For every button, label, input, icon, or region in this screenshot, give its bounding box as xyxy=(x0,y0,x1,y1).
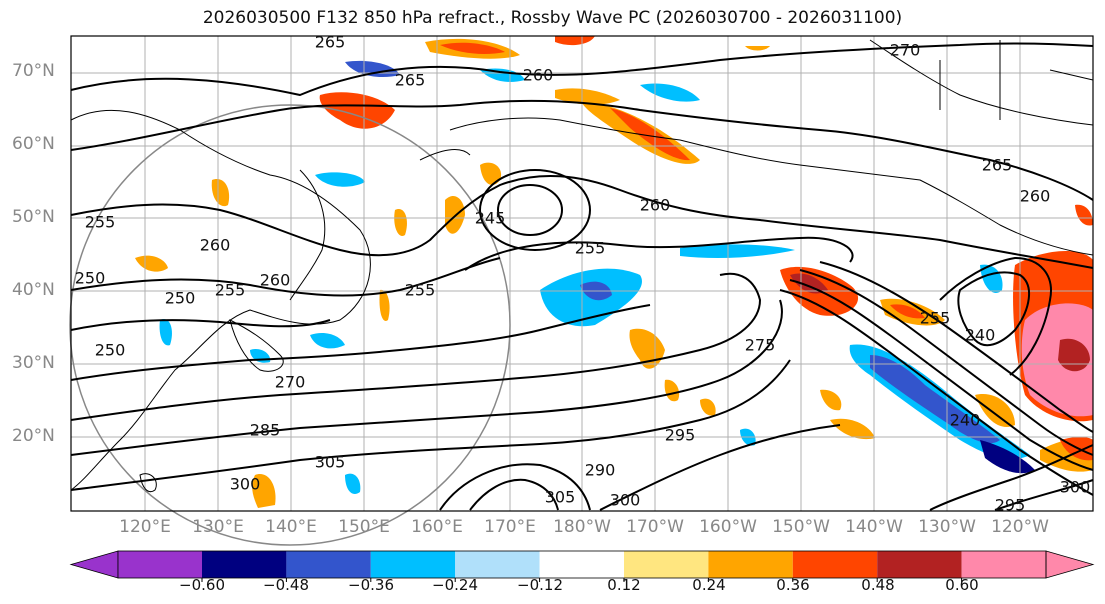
lat-label-30n: 30°N xyxy=(12,353,55,373)
contour-value-label: 240 xyxy=(949,410,981,430)
lon-label-120e: 120°E xyxy=(119,517,171,537)
contour-value-label: 255 xyxy=(214,280,246,300)
contour-value-label: 270 xyxy=(889,40,921,60)
colorbar-segment xyxy=(708,551,793,578)
contour-value-label: 300 xyxy=(1059,477,1091,497)
contour-value-label: 255 xyxy=(574,238,606,258)
colorbar-label: 0.12 xyxy=(607,576,641,594)
colorbar-label: 0.24 xyxy=(692,576,726,594)
contour-value-label: 255 xyxy=(404,280,436,300)
lon-label-140e: 140°E xyxy=(265,517,317,537)
contour-value-label: 260 xyxy=(522,65,554,85)
lon-label-150e: 150°E xyxy=(338,517,390,537)
colorbar-segment xyxy=(539,551,624,578)
colorbar-label: −0.24 xyxy=(432,576,478,594)
contour-value-label: 260 xyxy=(259,270,291,290)
lon-label-180w: 180°W xyxy=(553,517,611,537)
contour-value-label: 245 xyxy=(474,208,506,228)
colorbar-extend-low xyxy=(69,550,119,579)
colorbar-label: −0.12 xyxy=(517,576,563,594)
colorbar-label: 0.36 xyxy=(776,576,810,594)
colorbar-segment xyxy=(202,551,287,578)
contour-value-label: 250 xyxy=(94,340,126,360)
contour-value-label: 250 xyxy=(164,288,196,308)
contour-value-label: 270 xyxy=(274,372,306,392)
coastlines xyxy=(70,39,1094,493)
lon-label-160w: 160°W xyxy=(699,517,757,537)
lon-label-120w: 120°W xyxy=(991,517,1049,537)
lon-label-130w: 130°W xyxy=(918,517,976,537)
colorbar-segment xyxy=(624,551,709,578)
lon-label-170e: 170°E xyxy=(484,517,536,537)
lat-label-50n: 50°N xyxy=(12,207,55,227)
colorbar-segment xyxy=(792,551,878,578)
map-title: 2026030500 F132 850 hPa refract., Rossby… xyxy=(202,8,903,28)
lat-label-60n: 60°N xyxy=(12,134,55,154)
contour-value-label: 300 xyxy=(229,474,261,494)
lon-label-170w: 170°W xyxy=(626,517,684,537)
anomaly-shading xyxy=(135,36,1093,508)
lon-label-140w: 140°W xyxy=(845,517,903,537)
lon-label-130e: 130°E xyxy=(192,517,244,537)
colorbar-extend-high xyxy=(1045,550,1095,579)
colorbar-label: 0.60 xyxy=(945,576,979,594)
map-frame xyxy=(70,35,1094,512)
colorbar xyxy=(69,550,1095,582)
colorbar-label: 0.48 xyxy=(861,576,895,594)
contour-value-label: 260 xyxy=(1019,186,1051,206)
contour-value-label: 305 xyxy=(544,487,576,507)
contour-value-label: 260 xyxy=(199,235,231,255)
colorbar-segment xyxy=(961,551,1046,578)
contour-value-label: 265 xyxy=(394,70,426,90)
colorbar-label: −0.36 xyxy=(348,576,394,594)
colorbar-segment xyxy=(118,551,202,578)
colorbar-segment xyxy=(877,551,962,578)
lon-label-160e: 160°E xyxy=(411,517,463,537)
reference-circle xyxy=(69,104,511,546)
lon-label-150w: 150°W xyxy=(772,517,830,537)
contour-value-label: 275 xyxy=(744,335,776,355)
lat-label-70n: 70°N xyxy=(12,61,55,81)
contour-value-label: 250 xyxy=(74,268,106,288)
colorbar-label: −0.60 xyxy=(179,576,225,594)
contour-value-label: 305 xyxy=(314,452,346,472)
colorbar-segment xyxy=(286,551,371,578)
contour-value-label: 265 xyxy=(314,32,346,52)
contour-value-label: 260 xyxy=(639,195,671,215)
colorbar-segment xyxy=(370,551,456,578)
lat-label-20n: 20°N xyxy=(12,426,55,446)
contour-value-label: 295 xyxy=(664,425,696,445)
colorbar-outline xyxy=(117,550,1047,579)
contour-value-label: 285 xyxy=(249,420,281,440)
refractivity-contours xyxy=(70,42,1094,511)
contour-value-label: 290 xyxy=(584,460,616,480)
contour-value-label: 265 xyxy=(981,155,1013,175)
colorbar-label: −0.48 xyxy=(263,576,309,594)
contour-value-label: 255 xyxy=(919,308,951,328)
colorbar-segment xyxy=(455,551,540,578)
contour-value-label: 240 xyxy=(964,325,996,345)
lat-label-40n: 40°N xyxy=(12,280,55,300)
contour-value-label: 295 xyxy=(994,495,1026,515)
contour-value-label: 255 xyxy=(84,212,116,232)
contour-value-label: 300 xyxy=(609,490,641,510)
